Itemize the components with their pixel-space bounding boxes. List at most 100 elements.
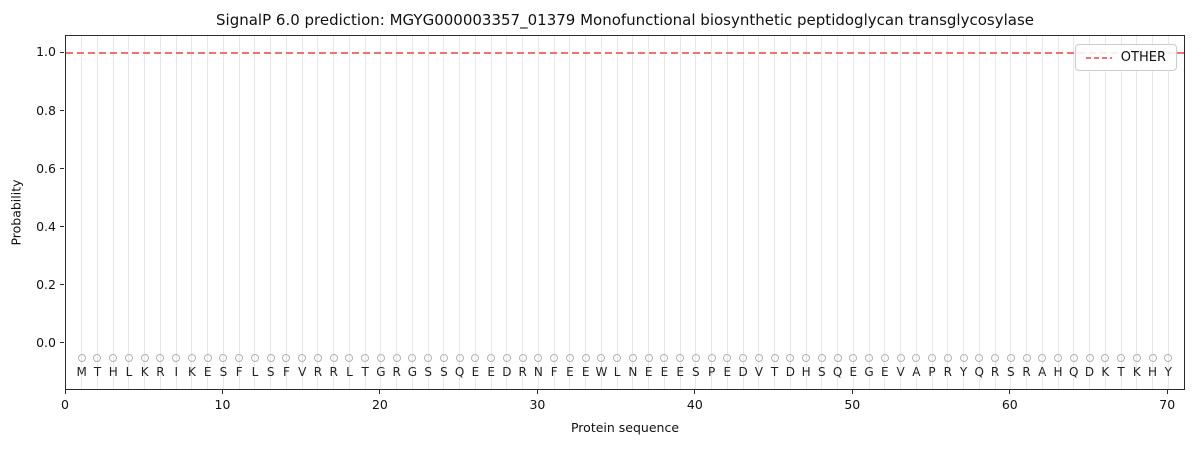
sequence-letter: Q xyxy=(974,365,984,380)
sequence-marker xyxy=(424,354,433,363)
sequence-letter: S xyxy=(818,365,826,380)
gridline xyxy=(411,36,413,389)
gridline xyxy=(333,36,335,389)
sequence-letter: Y xyxy=(959,365,968,380)
sequence-marker xyxy=(644,354,653,363)
sequence-marker xyxy=(487,354,496,363)
gridline xyxy=(1136,36,1138,389)
gridline xyxy=(1010,36,1012,389)
sequence-marker xyxy=(613,354,622,363)
gridline xyxy=(380,36,382,389)
gridline xyxy=(600,36,602,389)
sequence-letter: R xyxy=(990,365,1000,380)
sequence-marker xyxy=(1148,354,1157,363)
sequence-letter: E xyxy=(849,365,858,380)
y-tick xyxy=(60,226,64,228)
gridline xyxy=(427,36,429,389)
sequence-letter: E xyxy=(723,365,732,380)
x-tick xyxy=(64,390,66,394)
sequence-letter: P xyxy=(928,365,936,380)
sequence-marker xyxy=(628,354,637,363)
sequence-letter: T xyxy=(361,365,369,380)
sequence-letter: R xyxy=(329,365,338,380)
gridline xyxy=(81,36,83,389)
sequence-letter: D xyxy=(785,365,795,380)
sequence-marker xyxy=(1069,354,1078,363)
gridline xyxy=(742,36,744,389)
sequence-letter: E xyxy=(203,365,212,380)
sequence-letter: Y xyxy=(1164,365,1172,380)
x-tick-label: 60 xyxy=(1001,397,1018,412)
sequence-marker xyxy=(77,354,86,363)
sequence-letter: R xyxy=(518,365,527,380)
sequence-letter: G xyxy=(407,365,418,380)
sequence-marker xyxy=(408,354,417,363)
y-tick-label: 0.2 xyxy=(36,276,56,292)
sequence-marker xyxy=(817,354,826,363)
gridline xyxy=(285,36,287,389)
sequence-letter: D xyxy=(502,365,512,380)
sequence-letter: V xyxy=(896,365,905,380)
sequence-letter: W xyxy=(595,365,608,380)
sequence-letter: S xyxy=(440,365,448,380)
gridline xyxy=(585,36,587,389)
sequence-letter: K xyxy=(1101,365,1110,380)
gridline xyxy=(837,36,839,389)
gridline xyxy=(348,36,350,389)
gridline xyxy=(1057,36,1059,389)
gridline xyxy=(254,36,256,389)
legend: OTHER xyxy=(1074,44,1177,71)
other-probability-line xyxy=(66,52,1184,55)
x-tick-label: 50 xyxy=(844,397,861,412)
sequence-marker xyxy=(156,354,165,363)
gridline xyxy=(459,36,461,389)
sequence-letter: T xyxy=(770,365,779,380)
gridline xyxy=(1152,36,1153,389)
gridline xyxy=(1104,36,1106,389)
sequence-letter: R xyxy=(392,365,401,380)
sequence-letter: E xyxy=(487,365,495,380)
gridline xyxy=(159,36,161,389)
x-tick xyxy=(851,390,853,394)
sequence-marker xyxy=(109,354,118,363)
sequence-letter: A xyxy=(912,365,921,380)
gridline xyxy=(994,36,996,389)
gridline xyxy=(270,36,272,389)
sequence-marker xyxy=(518,354,527,363)
sequence-marker xyxy=(1117,354,1125,363)
gridline xyxy=(616,36,618,389)
sequence-letter: R xyxy=(156,365,165,380)
gridline xyxy=(821,36,823,389)
sequence-letter: K xyxy=(188,365,196,380)
gridline xyxy=(711,36,713,389)
y-tick xyxy=(60,110,64,112)
sequence-letter: S xyxy=(424,365,432,380)
sequence-letter: A xyxy=(1038,365,1047,380)
gridline xyxy=(632,36,634,389)
gridline xyxy=(805,36,807,389)
sequence-marker xyxy=(376,354,385,363)
sequence-marker xyxy=(534,354,543,363)
sequence-letter: E xyxy=(676,365,684,380)
sequence-marker xyxy=(471,354,480,363)
gridline xyxy=(663,36,665,389)
sequence-letter: N xyxy=(533,365,543,380)
sequence-marker xyxy=(298,354,307,363)
sequence-marker xyxy=(1101,354,1110,363)
y-tick-label: 0.0 xyxy=(36,334,56,350)
sequence-marker xyxy=(912,354,921,363)
sequence-marker xyxy=(502,354,511,363)
sequence-marker xyxy=(865,354,874,363)
x-tick-label: 30 xyxy=(529,397,546,412)
sequence-letter: E xyxy=(660,365,669,380)
sequence-letter: H xyxy=(801,365,811,380)
sequence-letter: H xyxy=(1053,365,1063,380)
y-tick-label: 0.8 xyxy=(36,102,56,118)
y-tick xyxy=(60,342,64,344)
sequence-letter: K xyxy=(1132,365,1141,380)
sequence-marker xyxy=(392,354,401,363)
y-tick-label: 0.4 xyxy=(36,218,56,234)
sequence-letter: H xyxy=(1147,365,1158,380)
